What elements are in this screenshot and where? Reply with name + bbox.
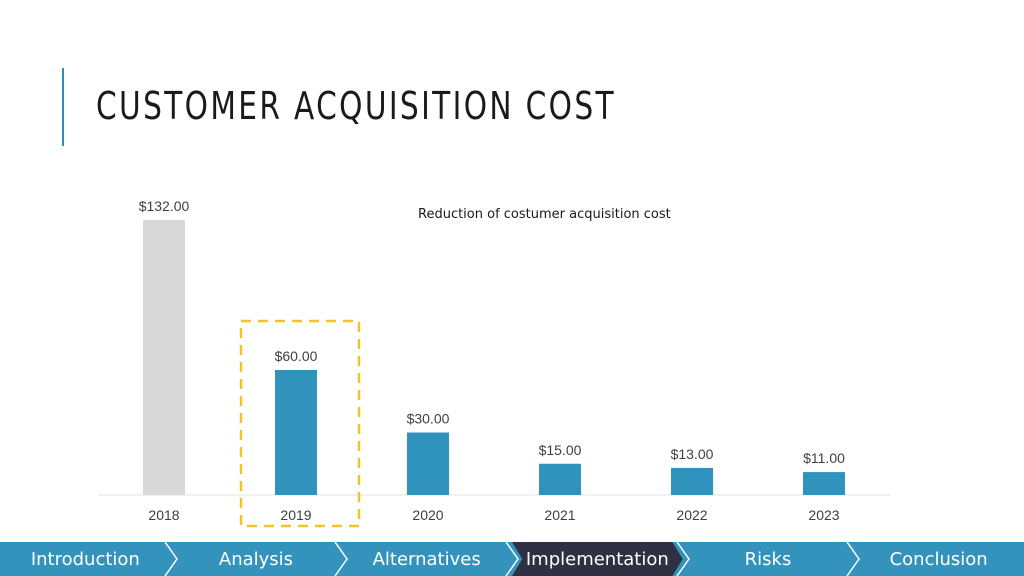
chart-note: Reduction of costumer acquisition cost: [418, 207, 671, 222]
nav-item-introduction[interactable]: Introduction: [30, 548, 140, 570]
nav-item-implementation[interactable]: Implementation: [512, 542, 683, 576]
highlight-box-2019: [239, 319, 361, 528]
data-label-2022: $13.00: [671, 446, 714, 462]
data-label-2020: $30.00: [407, 411, 450, 427]
data-label-2021: $15.00: [539, 442, 582, 458]
bar-2022: [671, 467, 713, 495]
chevron-right-icon: [164, 542, 178, 576]
tick-label-2021: 2021: [544, 507, 575, 523]
nav-item-conclusion[interactable]: Conclusion: [889, 548, 988, 570]
bar-2020: [407, 432, 449, 495]
nav-item-analysis[interactable]: Analysis: [218, 548, 294, 570]
section-nav-bar: Introduction Analysis Alternatives Implemen…: [0, 542, 1024, 576]
tick-label-2019: 2019: [280, 507, 311, 523]
chevron-right-icon: [846, 542, 861, 576]
slide-title: CUSTOMER ACQUISITION COST: [96, 84, 616, 128]
tick-label-2020: 2020: [412, 507, 443, 523]
bar-2018: [143, 220, 185, 495]
chevron-right-icon: [676, 542, 690, 576]
bar-chart: $132.00 2018 $60.00 2019 $30.00 2020 $15.00 202…: [98, 198, 890, 528]
nav-item-alternatives[interactable]: Alternatives: [372, 548, 481, 570]
chevron-right-icon: [505, 542, 519, 576]
nav-item-risks[interactable]: Risks: [744, 548, 792, 570]
tick-label-2018: 2018: [148, 507, 179, 523]
chevron-right-icon: [334, 542, 349, 576]
bar-2021: [539, 463, 581, 495]
title-accent-line: [62, 68, 64, 146]
tick-label-2022: 2022: [676, 507, 707, 523]
bar-2019: [275, 370, 317, 495]
data-label-2018: $132.00: [139, 198, 190, 214]
data-label-2023: $11.00: [803, 450, 845, 466]
bar-2023: [803, 472, 845, 495]
data-label-2019: $60.00: [275, 348, 318, 364]
tick-label-2023: 2023: [808, 507, 839, 523]
